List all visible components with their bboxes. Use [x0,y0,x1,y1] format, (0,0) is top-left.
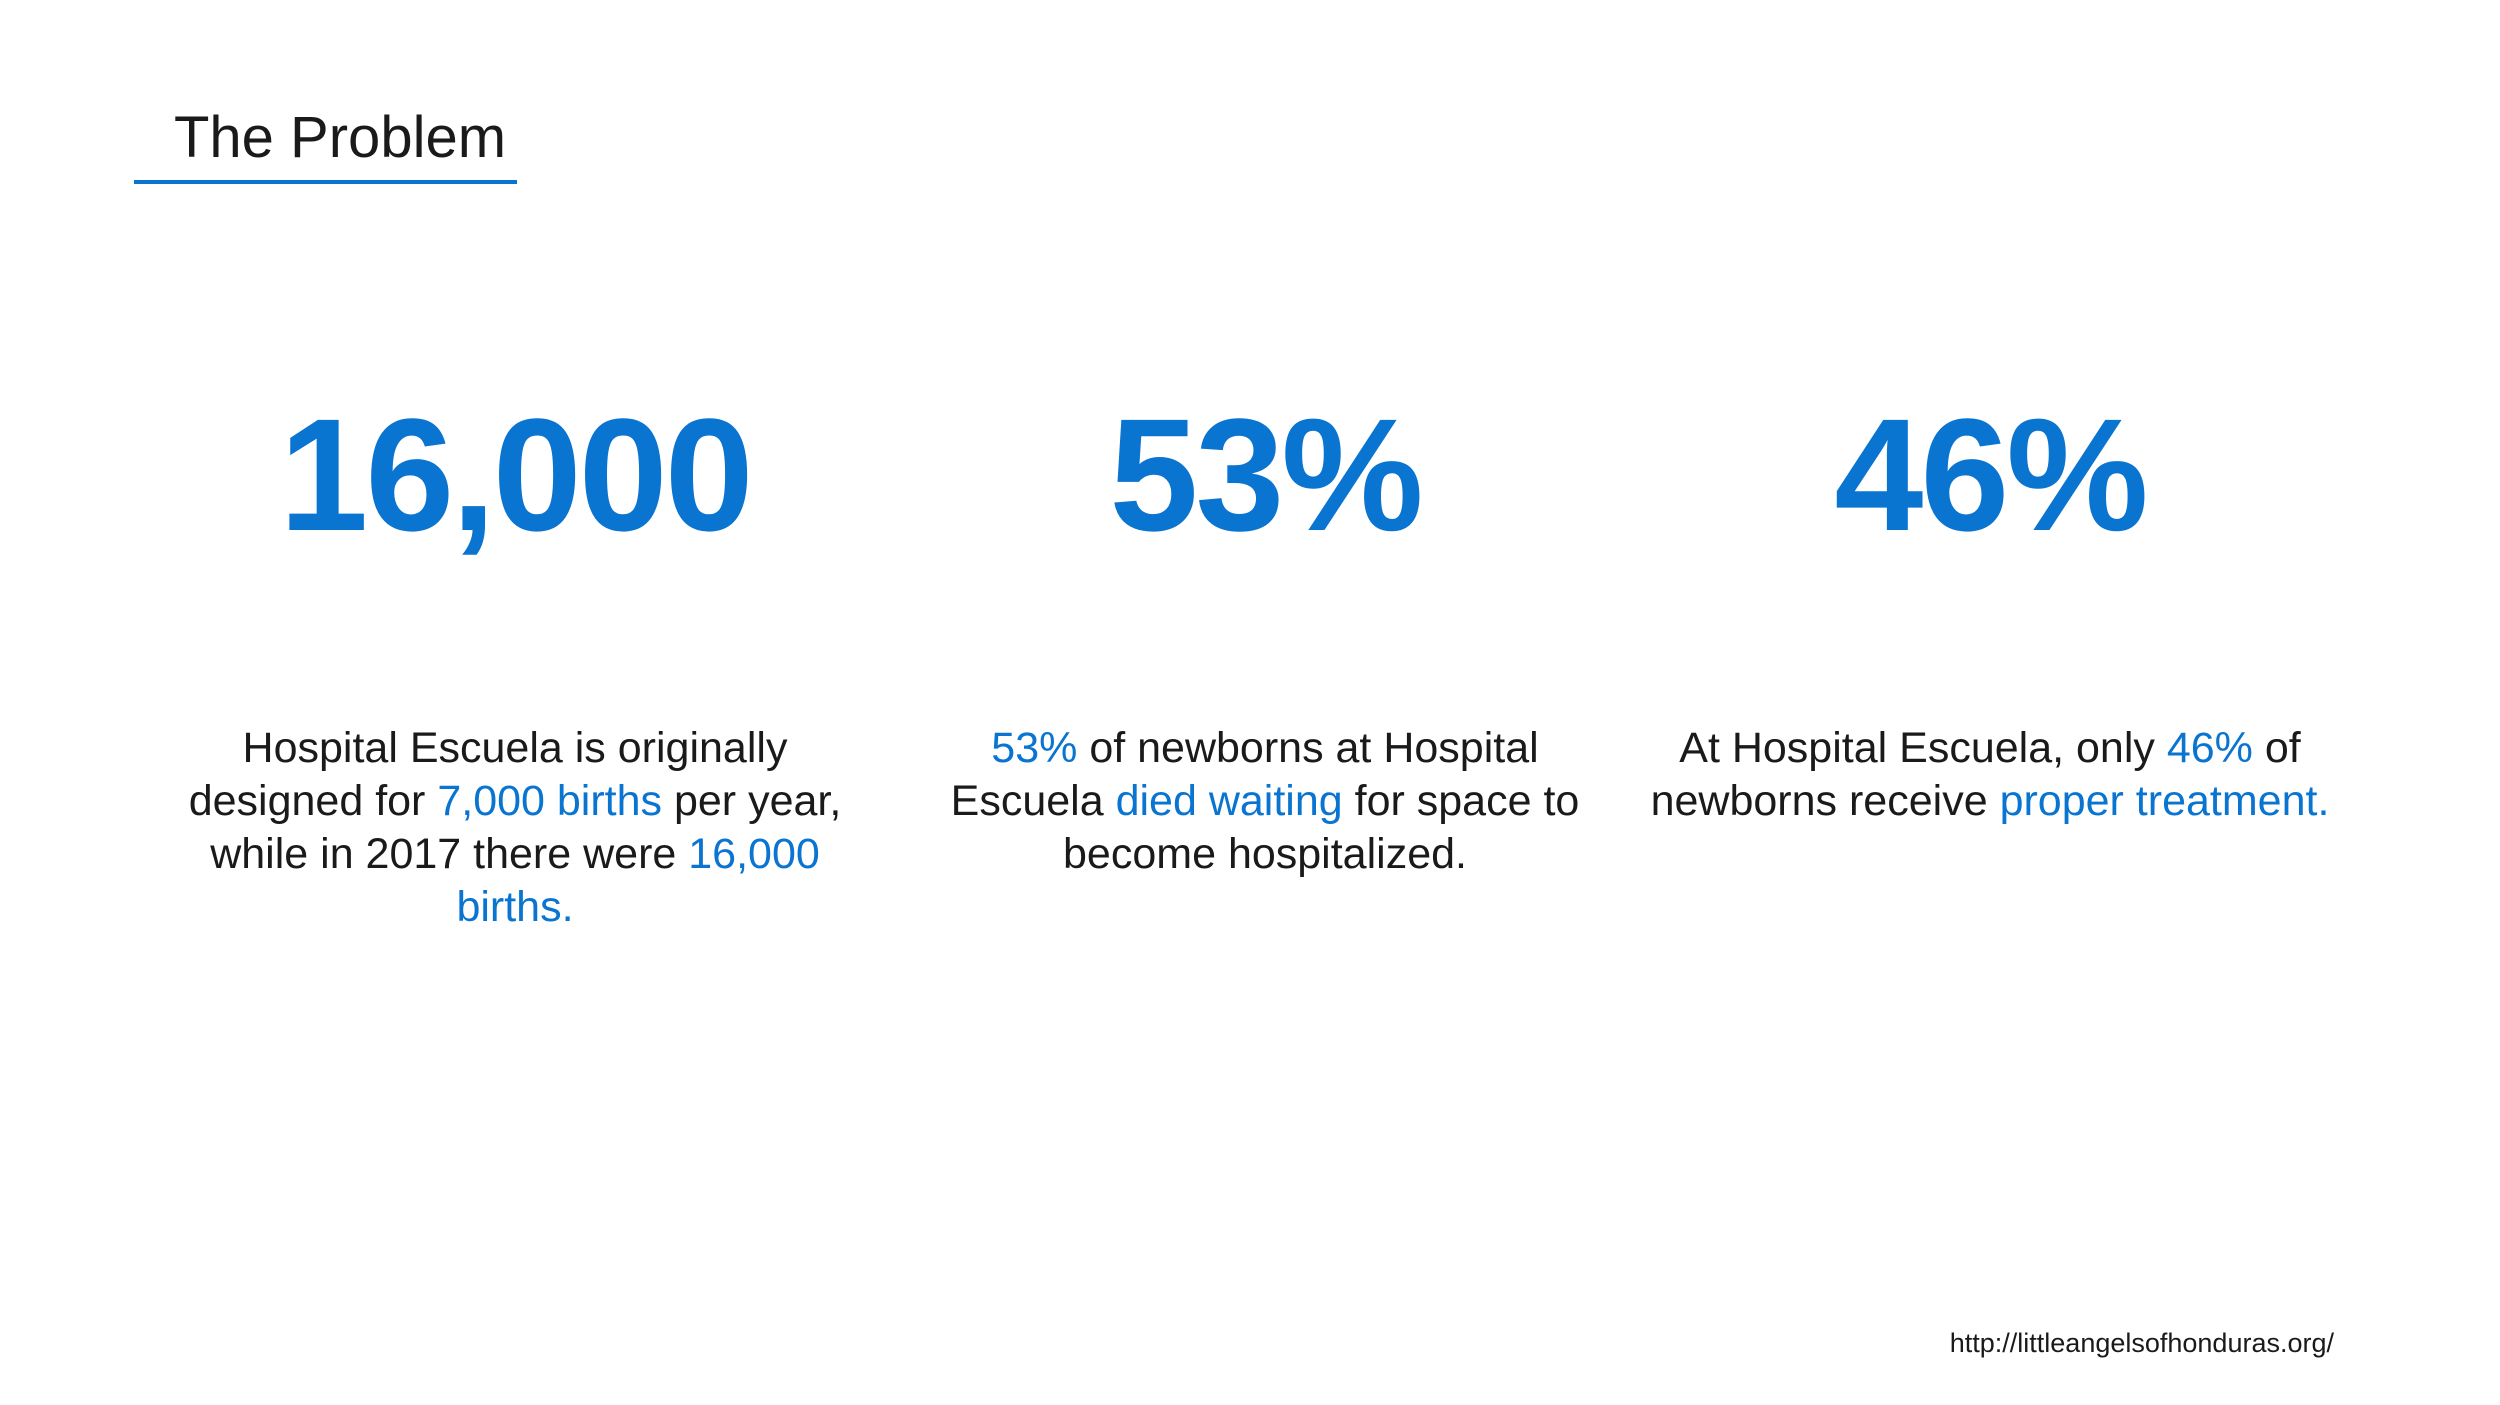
page-title: The Problem [174,105,507,170]
desc-text: Hospital Escuela is originally designed … [188,724,788,825]
stat-value-births: 16,000 [279,385,753,564]
desc-highlight: 7,000 births [437,777,663,825]
desc-text: of newborns at Hospital Escuela [950,724,1539,825]
desc-highlight: 16,000 births. [456,830,820,931]
desc-text: per year, while in 2017 there were [210,777,842,878]
desc-text: for space to become hospitalized. [1063,777,1580,878]
desc-text: At Hospital Escuela, only [1679,724,2167,772]
desc-highlight: proper treatment. [1999,777,2330,825]
stat-value-proper-treatment: 46% [1834,385,2148,564]
desc-highlight: died waiting [1115,777,1343,825]
source-link[interactable]: http://littleangelsofhonduras.org/ [1949,1328,2334,1358]
desc-text: of newborns receive [1650,724,2301,825]
stat-description-died-waiting: 53% of newborns at Hospital Escuela died… [925,722,1605,881]
stat-description-births: Hospital Escuela is originally designed … [175,722,855,934]
desc-highlight: 53% [991,724,1078,772]
title-underline [134,180,517,184]
stat-description-proper-treatment: At Hospital Escuela, only 46% of newborn… [1650,722,2330,828]
stat-value-died-waiting: 53% [1109,385,1423,564]
desc-highlight: 46% [2166,724,2253,772]
